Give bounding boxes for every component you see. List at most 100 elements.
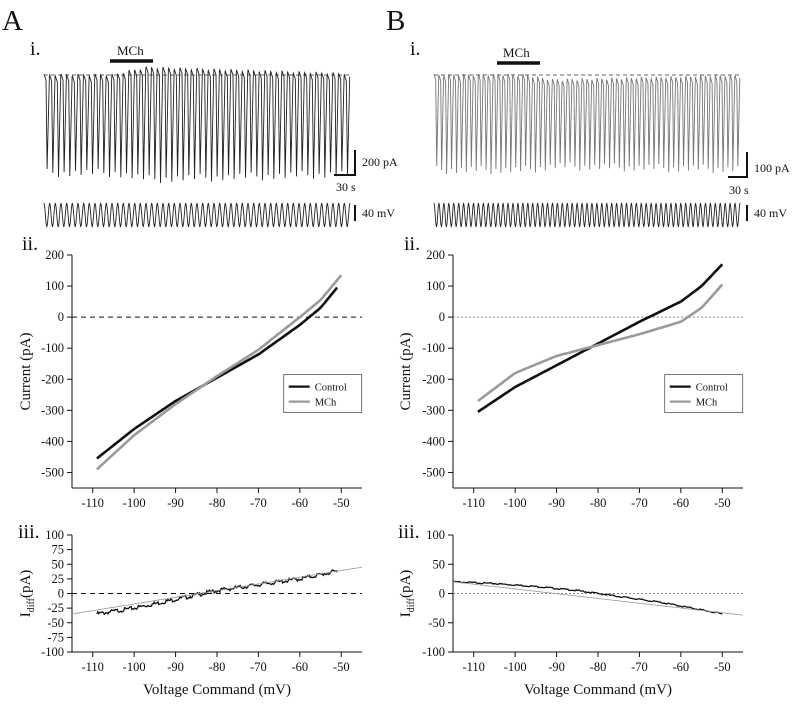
x-tick-label: -80 (209, 496, 226, 510)
current-trace-a (43, 66, 351, 184)
y-tick-label: -100 (422, 645, 445, 659)
x-tick-label: -90 (548, 660, 565, 674)
x-tick-label: -70 (250, 660, 267, 674)
y-tick-label: -100 (41, 341, 64, 355)
x-tick-label: -50 (714, 496, 731, 510)
y-tick-label: -75 (47, 630, 64, 644)
y-tick-label: 200 (426, 248, 445, 262)
y-tick-label: 50 (52, 557, 65, 571)
y-tick-label: 0 (439, 587, 445, 601)
y-tick-label: -300 (41, 403, 64, 417)
legend-box (664, 374, 744, 414)
x-tick-label: -60 (292, 496, 309, 510)
voltage-scale-a: 40 mV (362, 206, 395, 220)
legend-label: MCh (315, 398, 337, 409)
x-tick-label: -50 (333, 660, 350, 674)
series-control (477, 263, 724, 413)
sublabel-b-iii: iii. (398, 521, 420, 543)
y-tick-label: -50 (47, 616, 64, 630)
x-tick-label: -80 (590, 496, 607, 510)
time-scale-a: 30 s (336, 180, 356, 194)
y-tick-label: -500 (41, 465, 64, 479)
sublabel-a-iii: iii. (18, 521, 40, 543)
series-fit (452, 581, 744, 616)
current-scale-a: 200 pA (362, 155, 398, 169)
y-axis-label: Idiff(pA) (18, 570, 37, 618)
y-tick-label: -400 (41, 434, 64, 448)
series-control (96, 286, 339, 460)
x-tick-label: -100 (504, 660, 527, 674)
x-tick-label: -80 (209, 660, 226, 674)
series-idiff (96, 569, 338, 616)
y-tick-label: 50 (433, 557, 446, 571)
ylabel-sub: diff (406, 597, 417, 612)
current-scale-b: 100 pA (754, 161, 790, 175)
x-tick-label: -110 (462, 496, 484, 510)
y-tick-label: 0 (439, 310, 445, 324)
ylabel-main: I (18, 612, 34, 617)
series-fit (71, 566, 363, 615)
y-tick-label: -300 (422, 403, 445, 417)
series-mch (96, 274, 343, 471)
trace-panel-b: MCh 100 pA 30 s 40 mV (433, 45, 790, 228)
ylabel-main: I (398, 612, 414, 617)
x-axis-label: Voltage Command (mV) (524, 682, 672, 698)
idiff-chart-b: 100 50 0 -50 -100 -110 -100 -90 -80 -70 -60 -50 Idif… (398, 528, 744, 698)
trace-panel-a: MCh 200 pA 30 s 40 mV (43, 43, 398, 228)
mch-label-a: MCh (117, 43, 144, 58)
mch-label-b: MCh (503, 45, 530, 60)
legend-label: MCh (696, 398, 718, 409)
ylabel-unit: (pA) (18, 570, 34, 598)
legend-label: Control (315, 383, 347, 394)
scale-bar-b (728, 152, 748, 178)
x-tick-label: -50 (714, 660, 731, 674)
y-axis-label: Current (pA) (398, 333, 414, 411)
y-tick-label: 0 (58, 310, 64, 324)
sublabel-a-i: i. (30, 38, 41, 60)
x-axis-label: Voltage Command (mV) (143, 682, 291, 698)
y-tick-label: 100 (426, 279, 445, 293)
sublabel-a-ii: ii. (22, 233, 38, 255)
x-tick-label: -70 (631, 496, 648, 510)
y-tick-label: 100 (45, 528, 64, 542)
x-tick-label: -100 (123, 660, 146, 674)
y-tick-label: 25 (52, 572, 65, 586)
x-tick-label: -50 (333, 496, 350, 510)
voltage-scale-b: 40 mV (754, 206, 787, 220)
y-axis-label: Current (pA) (18, 333, 34, 411)
y-tick-label: -500 (422, 465, 445, 479)
x-tick-label: -80 (590, 660, 607, 674)
y-tick-label: -400 (422, 434, 445, 448)
x-tick-label: -90 (548, 496, 565, 510)
y-tick-label: 0 (58, 587, 64, 601)
series-mch (477, 283, 724, 403)
y-tick-label: -25 (47, 601, 64, 615)
x-tick-label: -100 (504, 496, 527, 510)
y-tick-label: 100 (45, 279, 64, 293)
y-tick-label: 200 (45, 248, 64, 262)
legend-label: Control (696, 383, 728, 394)
sublabel-b-i: i. (410, 38, 421, 60)
x-tick-label: -70 (631, 660, 648, 674)
panel-letter-b: B (386, 5, 405, 37)
ylabel-unit: (pA) (398, 570, 414, 598)
y-tick-label: 100 (426, 528, 445, 542)
iv-chart-a: 200 100 0 -100 -200 -300 -400 -500 -110 -100 -90 -8… (18, 248, 363, 510)
y-tick-label: -200 (41, 372, 64, 386)
x-tick-label: -90 (167, 660, 184, 674)
x-tick-label: -90 (167, 496, 184, 510)
x-tick-label: -60 (673, 496, 690, 510)
x-tick-label: -110 (81, 660, 103, 674)
ylabel-sub: diff (26, 597, 37, 612)
y-tick-label: -100 (422, 341, 445, 355)
y-tick-label: -50 (428, 616, 445, 630)
x-tick-label: -60 (292, 660, 309, 674)
voltage-trace-b (433, 202, 741, 228)
series-idiff (452, 580, 723, 615)
x-tick-label: -110 (81, 496, 103, 510)
panel-letter-a: A (2, 5, 23, 37)
y-tick-label: -100 (41, 645, 64, 659)
current-trace-b (433, 73, 741, 175)
